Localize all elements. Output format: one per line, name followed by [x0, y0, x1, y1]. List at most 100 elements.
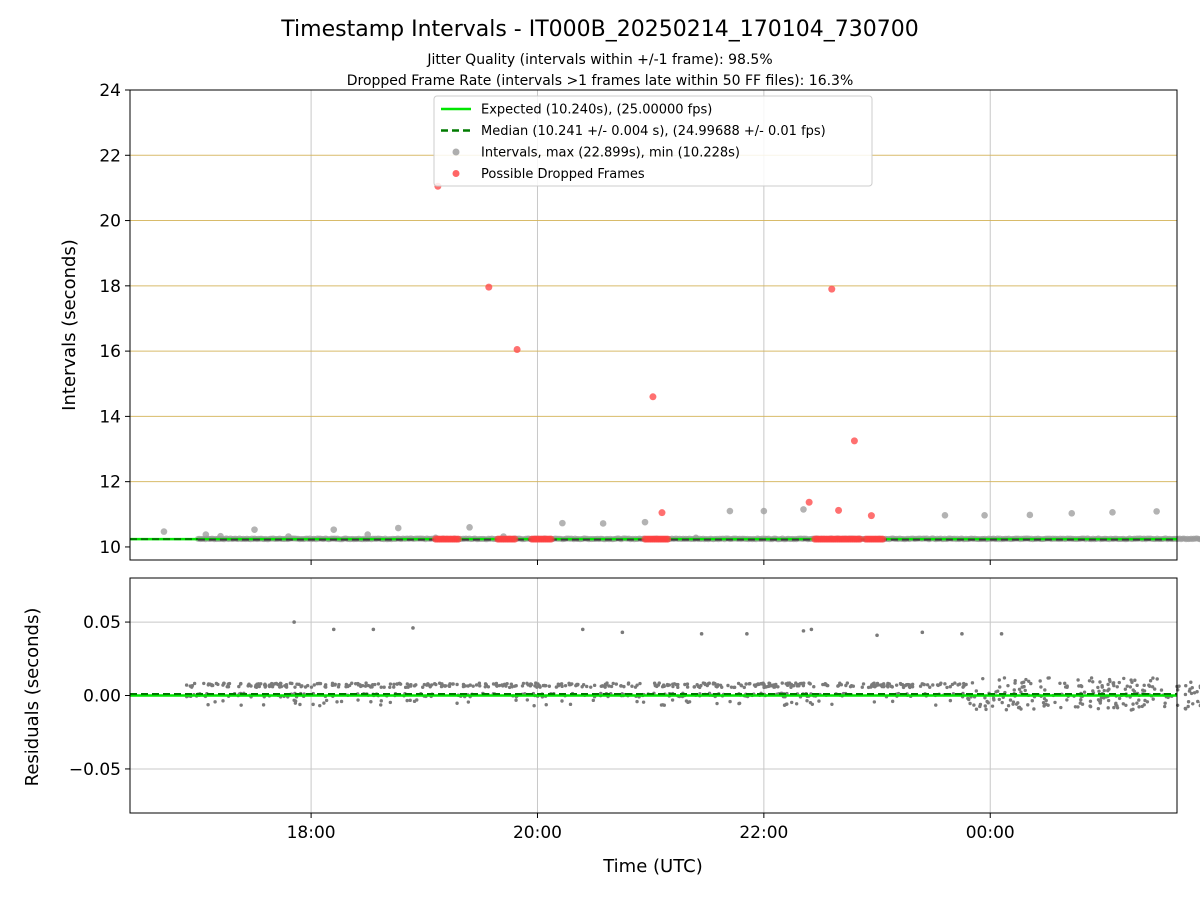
- residual-point: [184, 683, 189, 687]
- residual-point: [1096, 706, 1101, 711]
- residual-point: [948, 698, 953, 703]
- residual-point: [455, 682, 459, 687]
- legend-box: [433, 95, 873, 187]
- residual-point: [603, 682, 608, 687]
- residual-point: [1038, 679, 1042, 683]
- interval-point: [217, 532, 224, 540]
- y-tick-label-top: 12: [99, 473, 121, 493]
- residual-point: [716, 683, 720, 687]
- residual-point: [239, 703, 243, 707]
- residual-point: [501, 684, 505, 688]
- residual-point: [323, 683, 328, 687]
- residual-point: [1076, 678, 1080, 682]
- residual-point: [939, 681, 943, 685]
- interval-point: [941, 511, 949, 519]
- residual-point: [1142, 683, 1146, 688]
- residual-point: [885, 683, 889, 688]
- dropped-frame-point: [513, 345, 521, 353]
- residual-point: [701, 681, 706, 685]
- residual-point: [1131, 707, 1135, 711]
- residual-point: [432, 681, 437, 686]
- residual-point: [270, 683, 274, 687]
- residual-point: [292, 620, 296, 624]
- residual-point: [568, 702, 573, 707]
- residual-point: [388, 685, 392, 689]
- residual-point: [447, 684, 452, 689]
- residual-point: [796, 683, 801, 688]
- residual-point: [543, 684, 547, 688]
- residual-point: [1046, 676, 1050, 680]
- residual-point: [1029, 681, 1033, 686]
- residual-point: [985, 699, 989, 704]
- residual-point: [1112, 683, 1116, 688]
- residual-point: [1012, 688, 1016, 692]
- residual-point: [978, 704, 982, 709]
- residual-point: [1019, 690, 1023, 694]
- residual-point: [560, 699, 564, 703]
- residual-point: [861, 682, 866, 686]
- residual-point: [373, 682, 377, 687]
- residual-point: [461, 684, 466, 689]
- interval-point: [202, 531, 210, 538]
- residual-point: [227, 681, 232, 686]
- residual-point: [1191, 702, 1195, 706]
- dropped-frame-point: [664, 535, 672, 543]
- residual-point: [1190, 685, 1194, 690]
- residual-point: [439, 684, 444, 689]
- residual-point: [347, 683, 352, 688]
- residual-point: [1133, 678, 1137, 682]
- residual-point: [1039, 685, 1043, 689]
- residual-point: [894, 683, 899, 687]
- residual-point: [1088, 699, 1093, 703]
- residual-point: [966, 696, 970, 701]
- residual-point: [261, 703, 266, 707]
- legend-label: Expected (10.240s), (25.00000 fps): [481, 103, 712, 118]
- residual-point: [934, 703, 938, 707]
- dropped-frame-point: [485, 283, 493, 291]
- residual-point: [1112, 705, 1116, 710]
- y-tick-label-top: 14: [99, 407, 121, 427]
- residual-point: [761, 681, 765, 685]
- residual-point: [1102, 688, 1106, 693]
- residual-point: [1117, 696, 1122, 701]
- bottom-panel: −0.05 0.00 0.05 18:00 20:00 22:00 00:00: [69, 577, 1200, 843]
- chart-title: Timestamp Intervals - IT000B_20250214_17…: [280, 17, 918, 42]
- residual-point: [599, 684, 603, 688]
- residual-point: [554, 685, 559, 689]
- dropped-frame-point: [867, 512, 875, 520]
- residual-point: [567, 681, 571, 685]
- dropped-frame-point: [805, 498, 813, 506]
- residual-point: [776, 685, 780, 689]
- y-tick-label-top: 24: [99, 81, 121, 101]
- residual-point: [426, 682, 430, 686]
- top-panel: 10 12 14 16 18 20 22 24 Expected (10.240s), (25.…: [99, 81, 1200, 565]
- residual-point: [780, 681, 784, 685]
- residual-point: [845, 681, 850, 685]
- residual-point: [312, 683, 316, 687]
- x-axis-label: Time (UTC): [602, 856, 703, 877]
- y-tick-label-top: 22: [99, 146, 121, 166]
- residual-point: [514, 698, 518, 702]
- interval-point: [1026, 511, 1034, 519]
- residual-point: [450, 682, 455, 686]
- residual-point: [466, 684, 470, 688]
- residual-point: [353, 682, 358, 686]
- residual-point: [869, 685, 873, 689]
- residual-point: [748, 681, 752, 686]
- residual-point: [953, 681, 957, 685]
- residual-point: [315, 682, 320, 686]
- residual-point: [872, 700, 877, 704]
- chart-subtitle-jitter: Jitter Quality (intervals within +/-1 fr…: [426, 52, 772, 68]
- residual-point: [726, 683, 730, 688]
- residual-point: [388, 682, 393, 686]
- residual-point: [805, 699, 809, 703]
- residual-point: [801, 683, 806, 688]
- x-tick-label: 18:00: [287, 823, 336, 843]
- residual-point: [214, 681, 219, 686]
- residual-point: [943, 682, 947, 686]
- residual-point: [699, 683, 703, 688]
- y-axis-label-top: Intervals (seconds): [59, 239, 80, 411]
- residual-point: [560, 684, 564, 689]
- residual-point: [1099, 696, 1104, 700]
